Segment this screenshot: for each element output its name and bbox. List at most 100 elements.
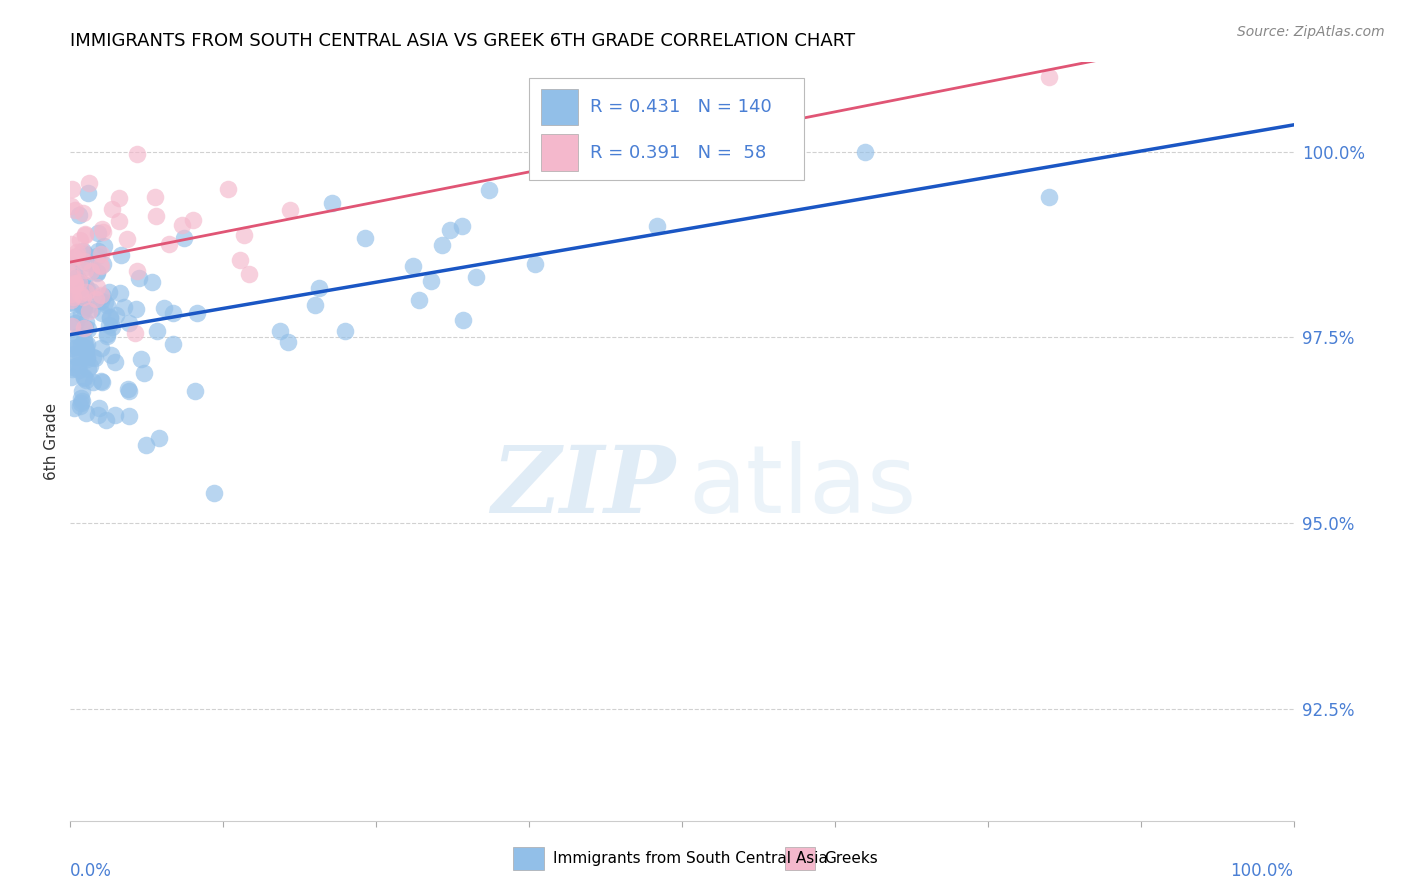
Point [67,275,90,289]
Point [66,359,89,373]
Point [60,319,83,334]
Text: 0.0%: 0.0% [70,862,112,880]
Point [69,348,91,362]
Point [162,306,184,320]
Point [94,294,117,309]
Point [87,244,110,258]
Point [73,253,96,268]
Point [73,340,96,354]
Point [62,250,84,264]
Point [478,183,501,197]
Point [87,409,110,423]
Point [89,258,111,272]
Text: Greeks: Greeks [824,851,877,865]
Point [62,346,84,360]
Point [82,375,104,389]
Point [93,289,115,303]
Point [90,376,112,390]
Point [98,311,121,326]
Point [186,306,208,320]
Point [86,265,108,279]
Point [104,355,127,369]
Point [84,292,107,306]
Point [108,286,131,301]
Point [67,328,90,343]
Point [60,254,83,268]
Point [132,366,155,380]
Point [94,413,117,427]
FancyBboxPatch shape [541,135,578,171]
Point [98,318,121,333]
Point [100,348,122,362]
Point [75,406,97,420]
Point [75,320,97,334]
Point [73,278,96,293]
Point [70,244,93,259]
Point [60,314,83,328]
Text: atlas: atlas [688,441,917,533]
Text: Immigrants from South Central Asia: Immigrants from South Central Asia [553,851,828,865]
Point [89,401,111,415]
Point [73,227,96,242]
Point [1038,70,1060,85]
Point [72,206,94,220]
Point [87,226,110,240]
Point [86,280,108,294]
Point [86,266,108,280]
Point [112,300,135,314]
Point [125,264,148,278]
Point [408,293,430,307]
Point [80,263,103,277]
Point [118,384,141,399]
Text: 100.0%: 100.0% [1230,862,1294,880]
Point [333,324,356,338]
Y-axis label: 6th Grade: 6th Grade [44,403,59,480]
Text: ZIP: ZIP [492,442,676,532]
Point [73,299,96,313]
Text: IMMIGRANTS FROM SOUTH CENTRAL ASIA VS GREEK 6TH GRADE CORRELATION CHART: IMMIGRANTS FROM SOUTH CENTRAL ASIA VS GR… [70,32,855,50]
Point [60,341,83,355]
Point [135,437,157,451]
Point [63,277,86,291]
Point [115,232,138,246]
Point [96,298,118,312]
Point [72,260,94,275]
Point [450,219,472,233]
Point [70,394,93,409]
Point [304,298,326,312]
Point [63,282,86,296]
FancyBboxPatch shape [541,89,578,126]
Point [82,301,104,316]
Point [69,286,91,301]
Point [107,191,129,205]
Point [67,281,90,295]
Point [75,315,97,329]
Point [269,324,291,338]
Point [90,247,112,261]
Point [70,395,93,409]
Point [354,231,377,245]
Point [157,237,180,252]
Point [90,374,112,388]
Point [72,290,94,304]
Point [72,370,94,384]
Point [173,230,195,244]
Point [69,338,91,352]
Point [70,307,93,321]
Point [141,275,163,289]
Point [66,249,89,263]
Point [75,336,97,351]
Point [76,336,98,351]
Point [69,233,91,247]
Point [59,237,82,252]
Point [73,262,96,277]
Point [127,147,149,161]
Point [217,182,239,196]
Point [77,186,100,200]
Point [280,203,302,218]
Point [60,293,83,308]
Point [65,250,87,264]
Point [60,370,83,384]
Point [59,295,82,310]
Point [86,249,108,263]
